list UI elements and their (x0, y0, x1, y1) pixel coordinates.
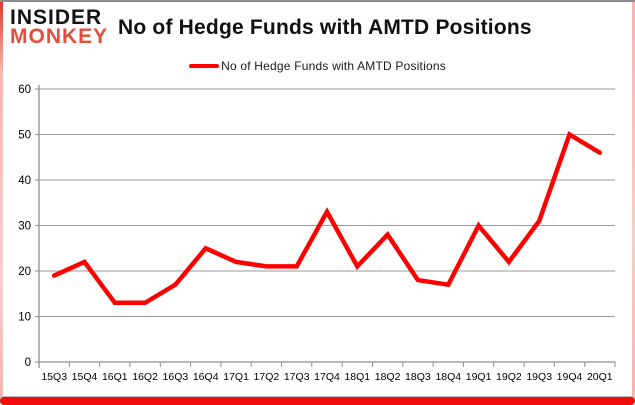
x-axis-tick-label: 17Q4 (314, 371, 340, 383)
chart-title: No of Hedge Funds with AMTD Positions (118, 16, 532, 39)
frame-bottom-red-bar (0, 397, 635, 405)
x-axis-tick-label: 16Q3 (163, 371, 189, 383)
logo-word-insider: INSIDER (10, 6, 103, 29)
y-axis-tick-label: 30 (18, 221, 31, 233)
x-axis-tick-label: 19Q4 (557, 371, 583, 383)
x-axis-tick-label: 16Q4 (193, 371, 219, 383)
x-axis-tick-label: 17Q2 (254, 371, 280, 383)
y-axis-tick-label: 20 (18, 266, 31, 278)
logo-word-monkey: MONKEY (10, 25, 109, 49)
x-axis-tick-label: 16Q2 (132, 371, 158, 383)
x-axis-tick-label: 19Q3 (526, 371, 552, 383)
y-axis-tick-label: 10 (18, 312, 31, 324)
x-axis-tick-label: 15Q4 (72, 371, 98, 383)
data-series-line (51, 131, 603, 306)
x-axis-tick-label: 19Q2 (496, 371, 522, 383)
y-axis-tick-label: 40 (18, 175, 31, 187)
x-axis-tick-label: 16Q1 (102, 371, 128, 383)
insider-monkey-logo: INSIDER MONKEY (10, 6, 109, 49)
x-axis-tick-label: 15Q3 (41, 371, 67, 383)
y-axis-tick-label: 50 (18, 130, 31, 142)
y-axis-tick-label: 60 (18, 84, 31, 96)
x-axis-tick-label: 19Q1 (466, 371, 492, 383)
frame-right-edge (632, 2, 635, 399)
x-axis-tick-label: 17Q3 (284, 371, 310, 383)
x-axis-tick-label: 18Q2 (375, 371, 401, 383)
legend-label: No of Hedge Funds with AMTD Positions (221, 59, 446, 73)
legend-line-swatch (189, 64, 220, 68)
x-axis-tick-label: 17Q1 (223, 371, 249, 383)
frame-left-edge (0, 2, 3, 399)
x-axis-tick-label: 18Q1 (344, 371, 370, 383)
x-axis-tick-label: 18Q3 (405, 371, 431, 383)
legend: No of Hedge Funds with AMTD Positions (0, 59, 635, 73)
line-chart: 0 10 20 30 40 50 60 15Q3 15Q4 16Q1 16Q2 16Q3 16Q4 17Q… (18, 84, 616, 383)
y-axis-tick-label: 0 (25, 357, 31, 369)
x-axis-tick-label: 20Q1 (587, 371, 613, 383)
x-axis-tick-label: 18Q4 (435, 371, 461, 383)
